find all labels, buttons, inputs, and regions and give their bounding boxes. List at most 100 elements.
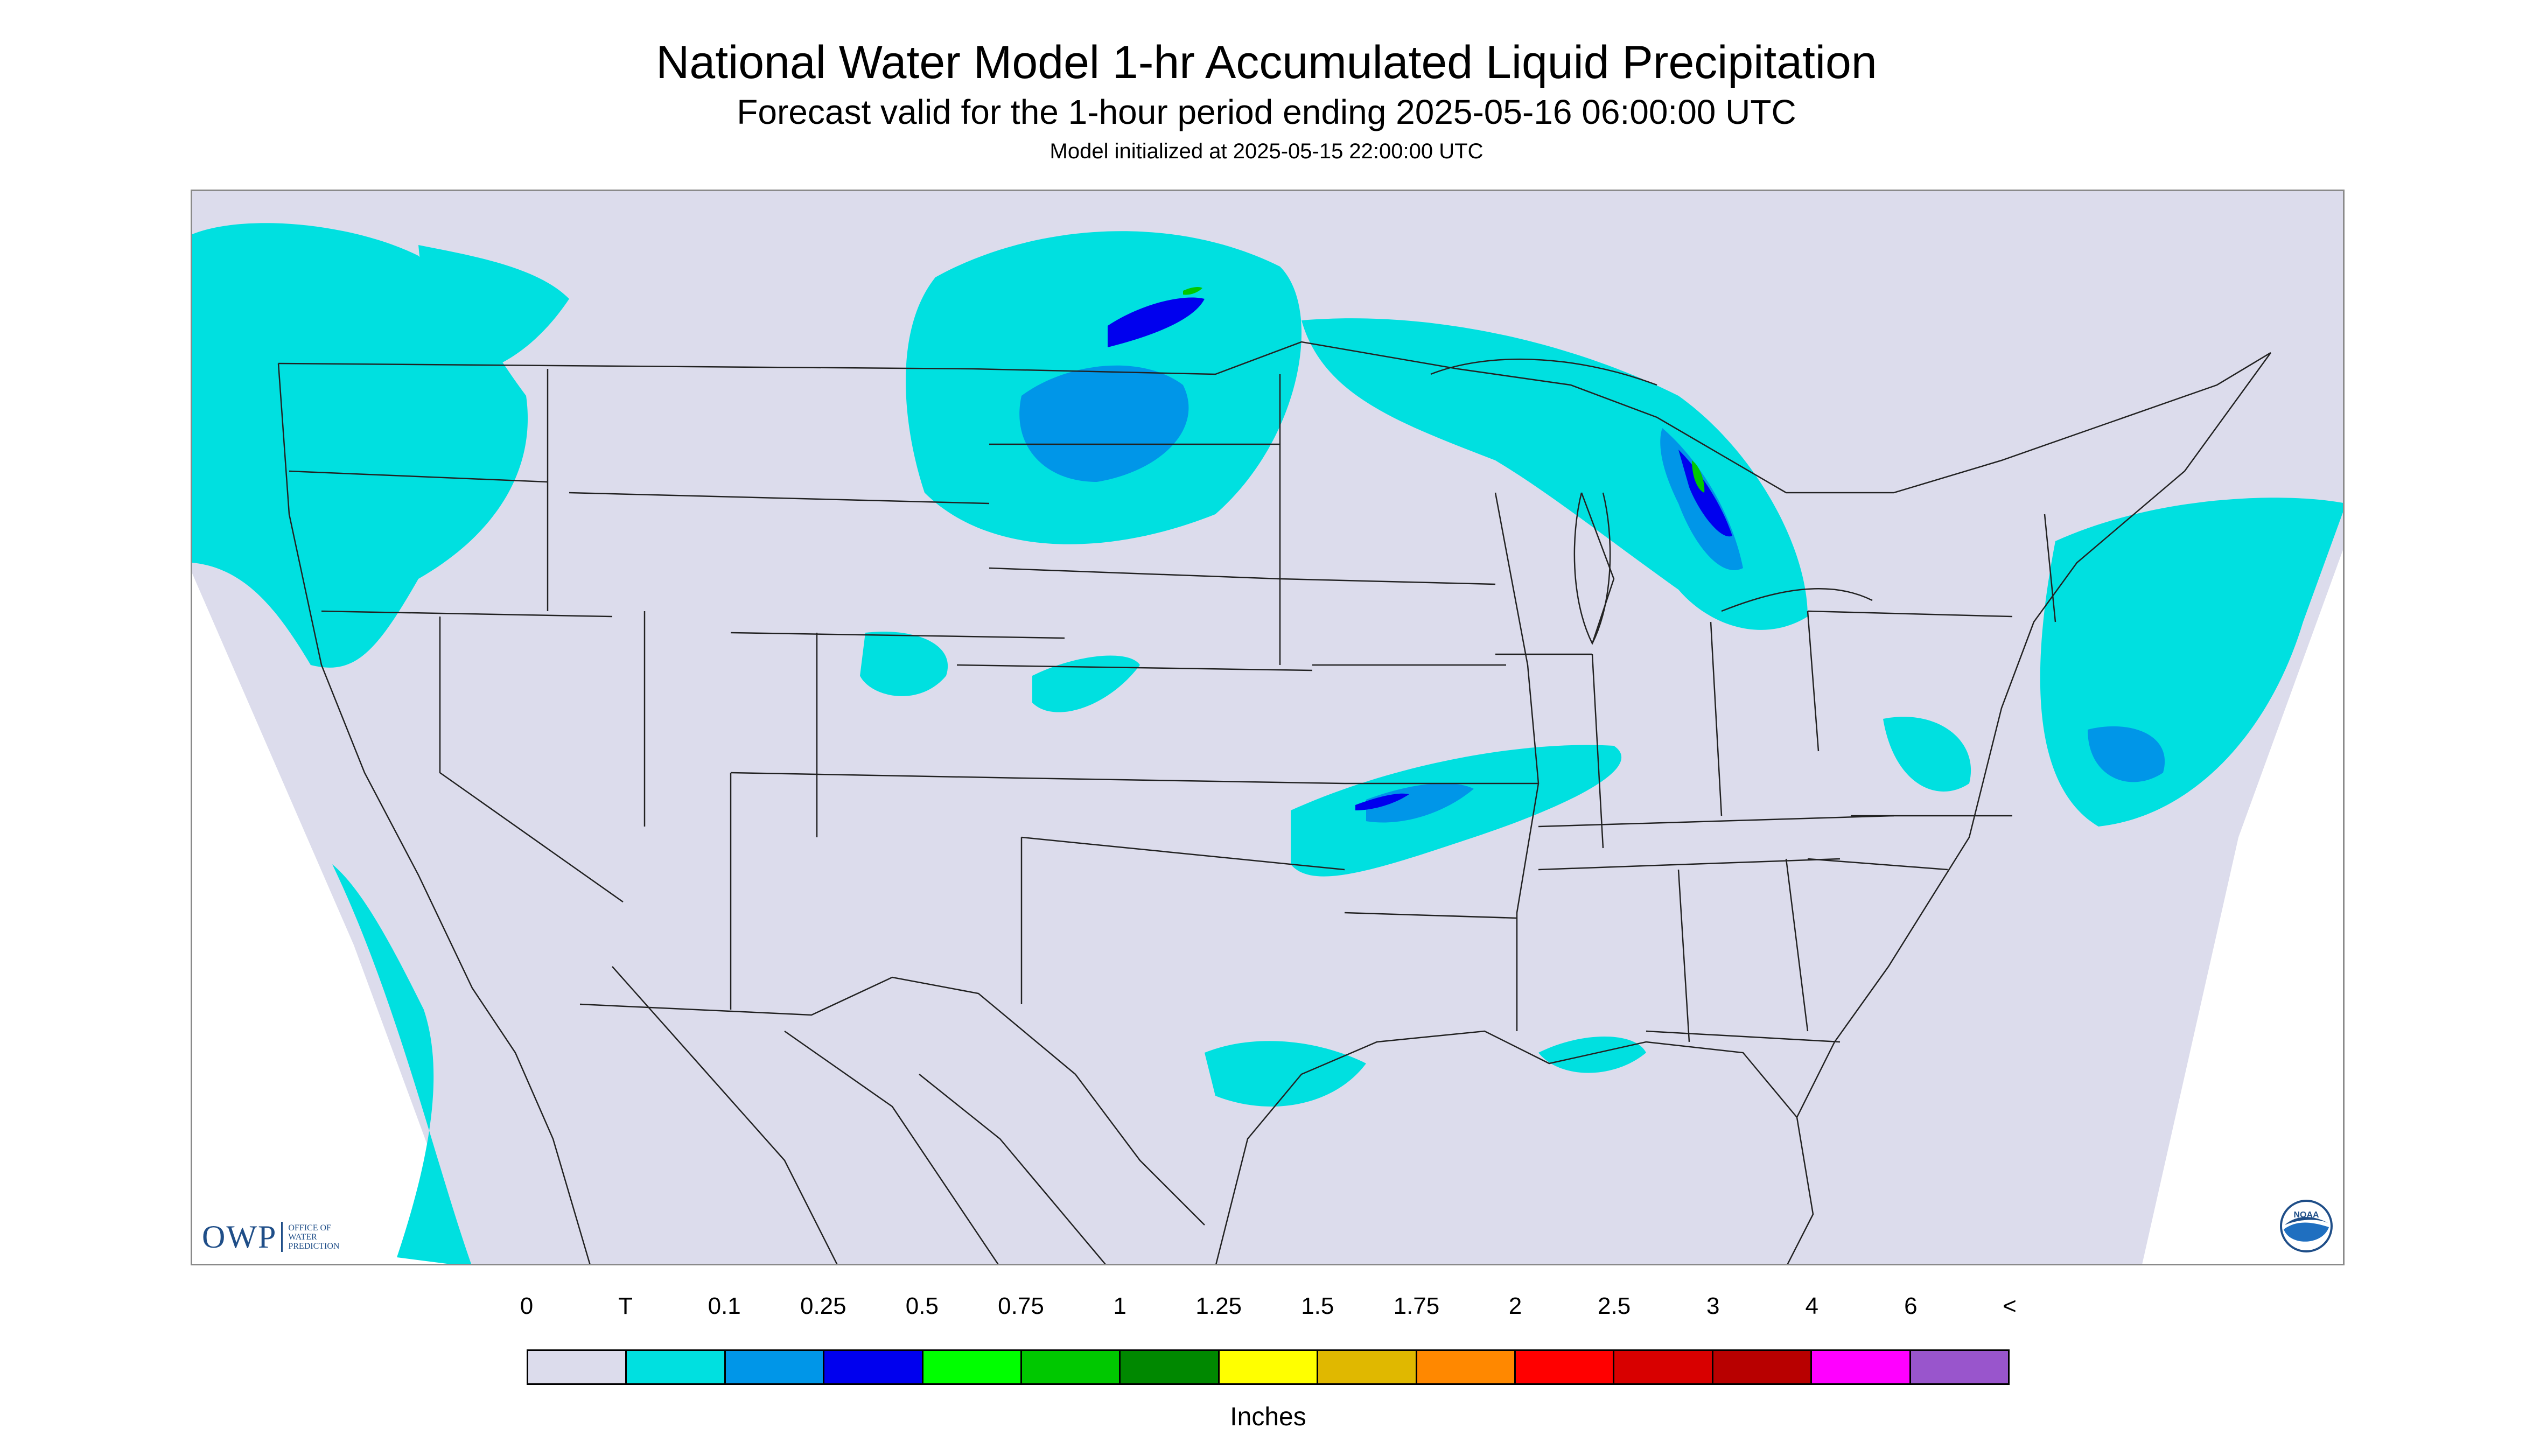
model-domain (192, 191, 2343, 1264)
legend-tick-label: 0.75 (998, 1293, 1044, 1319)
us-canada-border (278, 341, 2271, 494)
state-line-pa-ny (1807, 610, 2013, 618)
mexico-interior-1 (784, 1030, 999, 1264)
state-line-wy-co (730, 632, 1065, 639)
precip-area-kansas (1032, 655, 1140, 712)
legend-swatch (725, 1351, 825, 1383)
legend-swatch (1219, 1351, 1319, 1383)
state-line-co-nm (730, 772, 1022, 779)
political-boundaries (277, 341, 2272, 1264)
state-line-or-ca (321, 610, 613, 618)
legend-units-label: Inches (1230, 1403, 1306, 1431)
precip-moderate-areas (1108, 297, 1732, 810)
mexico-interior-2 (919, 1074, 1106, 1264)
precip-core-north-dakota (1019, 365, 1189, 482)
precipitation-map: OWP OFFICE OF WATER PREDICTION NOAA (191, 190, 2345, 1265)
legend-tick-label: 2 (1508, 1293, 1522, 1319)
owp-logo: OWP OFFICE OF WATER PREDICTION (202, 1215, 339, 1258)
state-line-nv-ca (439, 617, 624, 903)
state-line-oh-pa (1807, 611, 1820, 752)
precip-legend: 0 T 0.1 0.25 0.5 0.75 1 1.25 1.5 1.75 2 2.5 3 4 6 < Inc… (520, 1292, 2017, 1432)
model-init-line: Model initialized at 2025-05-15 22:00:00… (1049, 139, 1484, 163)
state-line-tn-ms-al (1538, 858, 1841, 871)
state-line-al-ga (1785, 858, 1809, 1032)
legend-tick-label: 0.25 (800, 1293, 846, 1319)
state-line-ok-tx (1021, 836, 1345, 871)
precip-core-atlantic (2088, 726, 2165, 782)
legend-swatch (1022, 1351, 1121, 1383)
state-line-mn-ia (1279, 578, 1496, 585)
precip-area-pacific-coast (332, 864, 471, 1264)
state-line-new-england (2044, 514, 2056, 622)
precip-area-ohio-valley (1291, 745, 1622, 877)
legend-swatch (1417, 1351, 1516, 1383)
legend-swatch (1614, 1351, 1713, 1383)
precip-area-idaho-montana (418, 245, 569, 374)
state-line-ga-fl (1646, 1030, 1841, 1043)
legend-swatch (528, 1351, 627, 1383)
state-line-il-in (1591, 654, 1604, 849)
legend-tick-label: 0.5 (905, 1293, 939, 1319)
map-canvas (192, 191, 2343, 1264)
legend-tick-label: T (618, 1293, 633, 1319)
precip-band-north-dakota (1108, 297, 1205, 347)
state-line-wa-or (289, 470, 548, 483)
legend-tick-label: < (2003, 1293, 2017, 1319)
precip-light-areas (1019, 365, 2165, 823)
legend-tick-label: 3 (1706, 1293, 1720, 1319)
legend-tick-label: 0 (520, 1293, 534, 1319)
owp-logo-divider (281, 1222, 283, 1252)
legend-swatch (1713, 1351, 1813, 1383)
state-line-mississippi-river (1494, 492, 1540, 1031)
legend-swatch (1121, 1351, 1220, 1383)
state-line-ms-al (1677, 869, 1690, 1042)
state-line-ar-la (1344, 912, 1517, 919)
legend-tick-label: 4 (1805, 1293, 1819, 1319)
precip-band-michigan (1678, 450, 1732, 537)
state-line-nc-sc (1807, 858, 1948, 871)
precip-max-michigan (1692, 460, 1705, 493)
lake-superior-shore (1430, 358, 1657, 386)
precip-area-great-lakes (1302, 318, 1808, 630)
noaa-logo-text: NOAA (2293, 1210, 2319, 1220)
owp-logo-word: PREDICTION (288, 1241, 340, 1251)
legend-swatch (627, 1351, 726, 1383)
precip-core-ohio (1366, 783, 1474, 823)
us-west-coast (277, 363, 591, 1264)
owp-logo-word: OFFICE OF (288, 1223, 331, 1233)
precip-area-colorado (860, 632, 948, 696)
legend-swatch (1812, 1351, 1911, 1383)
lake-erie-shore (1721, 587, 1873, 612)
legend-tick-label: 1.75 (1393, 1293, 1440, 1319)
precip-heavy-areas (1183, 286, 1705, 493)
state-line-in-oh (1710, 621, 1723, 816)
state-line-sd-ne (989, 567, 1281, 580)
legend-tick-label: 1 (1113, 1293, 1126, 1319)
precip-band-arkansas (1355, 793, 1409, 810)
precip-area-gulf-coast (1205, 1041, 1366, 1107)
state-line-michigan (1580, 492, 1615, 644)
state-line-mt-wy (569, 492, 990, 505)
precip-area-mid-atlantic (1883, 717, 1971, 792)
legend-tick-label: 0.1 (708, 1293, 741, 1319)
owp-logo-letters: OWP (202, 1219, 277, 1255)
noaa-logo: NOAA (2280, 1200, 2333, 1252)
owp-logo-words: OFFICE OF WATER PREDICTION (288, 1223, 339, 1251)
state-line-ky-tn (1538, 815, 1894, 828)
precip-area-florida-panhandle (1538, 1037, 1646, 1073)
precip-max-north-dakota (1183, 286, 1202, 295)
legend-swatch (824, 1351, 923, 1383)
owp-logo-word: WATER (288, 1232, 317, 1242)
us-east-coast (1787, 352, 2272, 1264)
legend-swatch (923, 1351, 1023, 1383)
legend-swatch (1516, 1351, 1615, 1383)
legend-tick-label: 6 (1904, 1293, 1918, 1319)
mexico-coast-west (612, 966, 838, 1264)
us-gulf-coast (1215, 1030, 1797, 1264)
state-line-ne-ks (956, 664, 1313, 671)
lake-michigan-shore (1573, 492, 1611, 645)
legend-tick-label: 2.5 (1598, 1293, 1631, 1319)
legend-color-bar (527, 1349, 2010, 1385)
state-line-ks-ok (1021, 777, 1345, 785)
legend-tick-label: 1.5 (1301, 1293, 1334, 1319)
